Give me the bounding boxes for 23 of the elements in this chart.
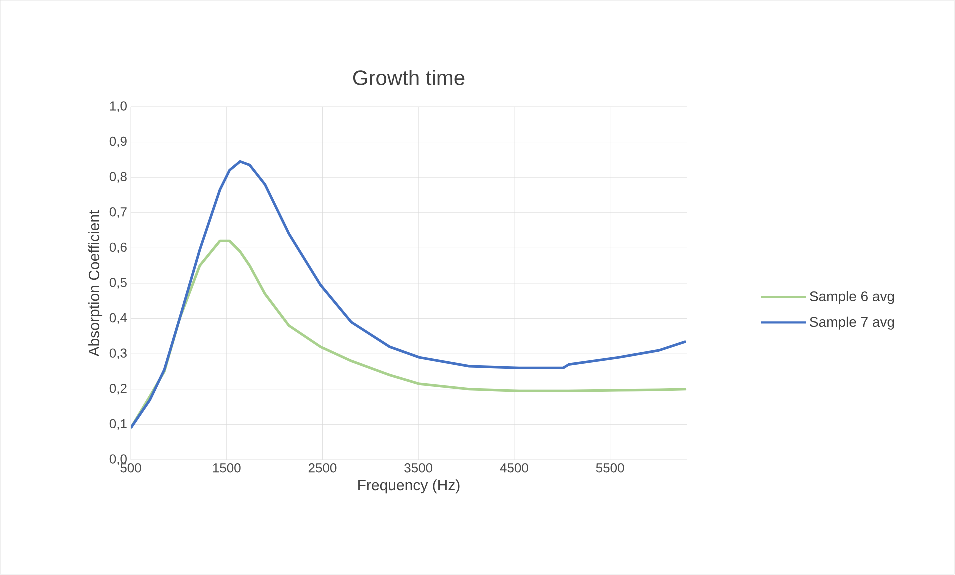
- x-axis-title: Frequency (Hz): [358, 480, 460, 494]
- x-tick-label: 2500: [308, 464, 337, 473]
- y-axis-title: Absorption Coefficient: [88, 210, 103, 357]
- legend-label: Sample 6 avg: [810, 291, 894, 304]
- y-tick-label: 0,6: [110, 242, 127, 254]
- line-series: [131, 160, 687, 430]
- x-tick-label: 1500: [213, 464, 241, 473]
- chart-title: Growth time: [353, 70, 465, 86]
- x-tick-label: 4500: [500, 464, 528, 473]
- y-tick-label: 0,5: [110, 278, 127, 289]
- x-tick-label: 500: [120, 464, 142, 473]
- y-tick-label: 0,0: [110, 454, 127, 466]
- y-tick-label: 1,0: [110, 102, 127, 112]
- y-tick-label: 0,4: [110, 313, 128, 324]
- y-tick-label: 0,3: [110, 348, 127, 360]
- x-tick-label: 5500: [596, 464, 624, 473]
- y-tick-label: 0,7: [110, 208, 127, 218]
- y-tick-label: 0,9: [110, 136, 127, 148]
- y-tick-label: 0,8: [110, 172, 127, 183]
- legend-label: Sample 7 avg: [810, 316, 894, 330]
- x-tick-label: 3500: [404, 464, 433, 473]
- y-tick-label: 0,1: [110, 419, 127, 430]
- y-tick-label: 0,2: [110, 384, 127, 395]
